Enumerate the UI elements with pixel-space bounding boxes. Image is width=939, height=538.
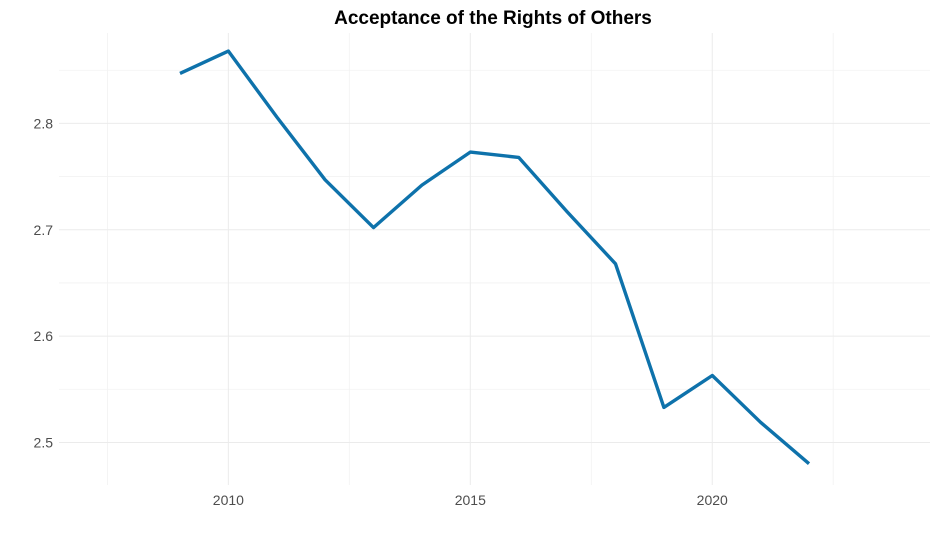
y-axis: 2.5 2.6 2.7 2.8 <box>34 115 54 450</box>
y-tick-label: 2.7 <box>34 222 54 238</box>
y-tick-label: 2.8 <box>34 115 54 131</box>
y-tick-label: 2.5 <box>34 434 54 450</box>
x-axis: 2010 2015 2020 <box>213 492 728 508</box>
x-tick-label: 2020 <box>697 492 728 508</box>
x-tick-label: 2010 <box>213 492 244 508</box>
x-tick-label: 2015 <box>455 492 486 508</box>
grid <box>59 33 930 485</box>
series-line <box>179 49 811 465</box>
series-group <box>179 49 811 465</box>
chart-title: Acceptance of the Rights of Others <box>334 8 652 29</box>
y-tick-label: 2.6 <box>34 328 54 344</box>
